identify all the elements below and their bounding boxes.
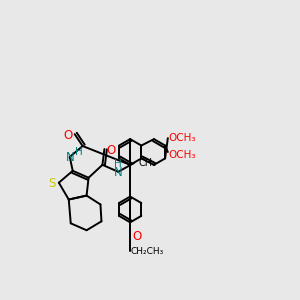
Text: OCH₃: OCH₃ (168, 150, 196, 160)
Text: N: N (66, 152, 75, 164)
Text: N: N (114, 166, 123, 179)
Text: S: S (48, 177, 56, 190)
Text: OCH₃: OCH₃ (168, 133, 196, 143)
Text: O: O (107, 143, 116, 157)
Text: CH₂CH₃: CH₂CH₃ (130, 247, 164, 256)
Text: O: O (133, 230, 142, 243)
Text: CH₃: CH₃ (139, 158, 157, 168)
Text: H: H (75, 147, 83, 157)
Text: H: H (114, 159, 122, 169)
Text: O: O (63, 129, 72, 142)
